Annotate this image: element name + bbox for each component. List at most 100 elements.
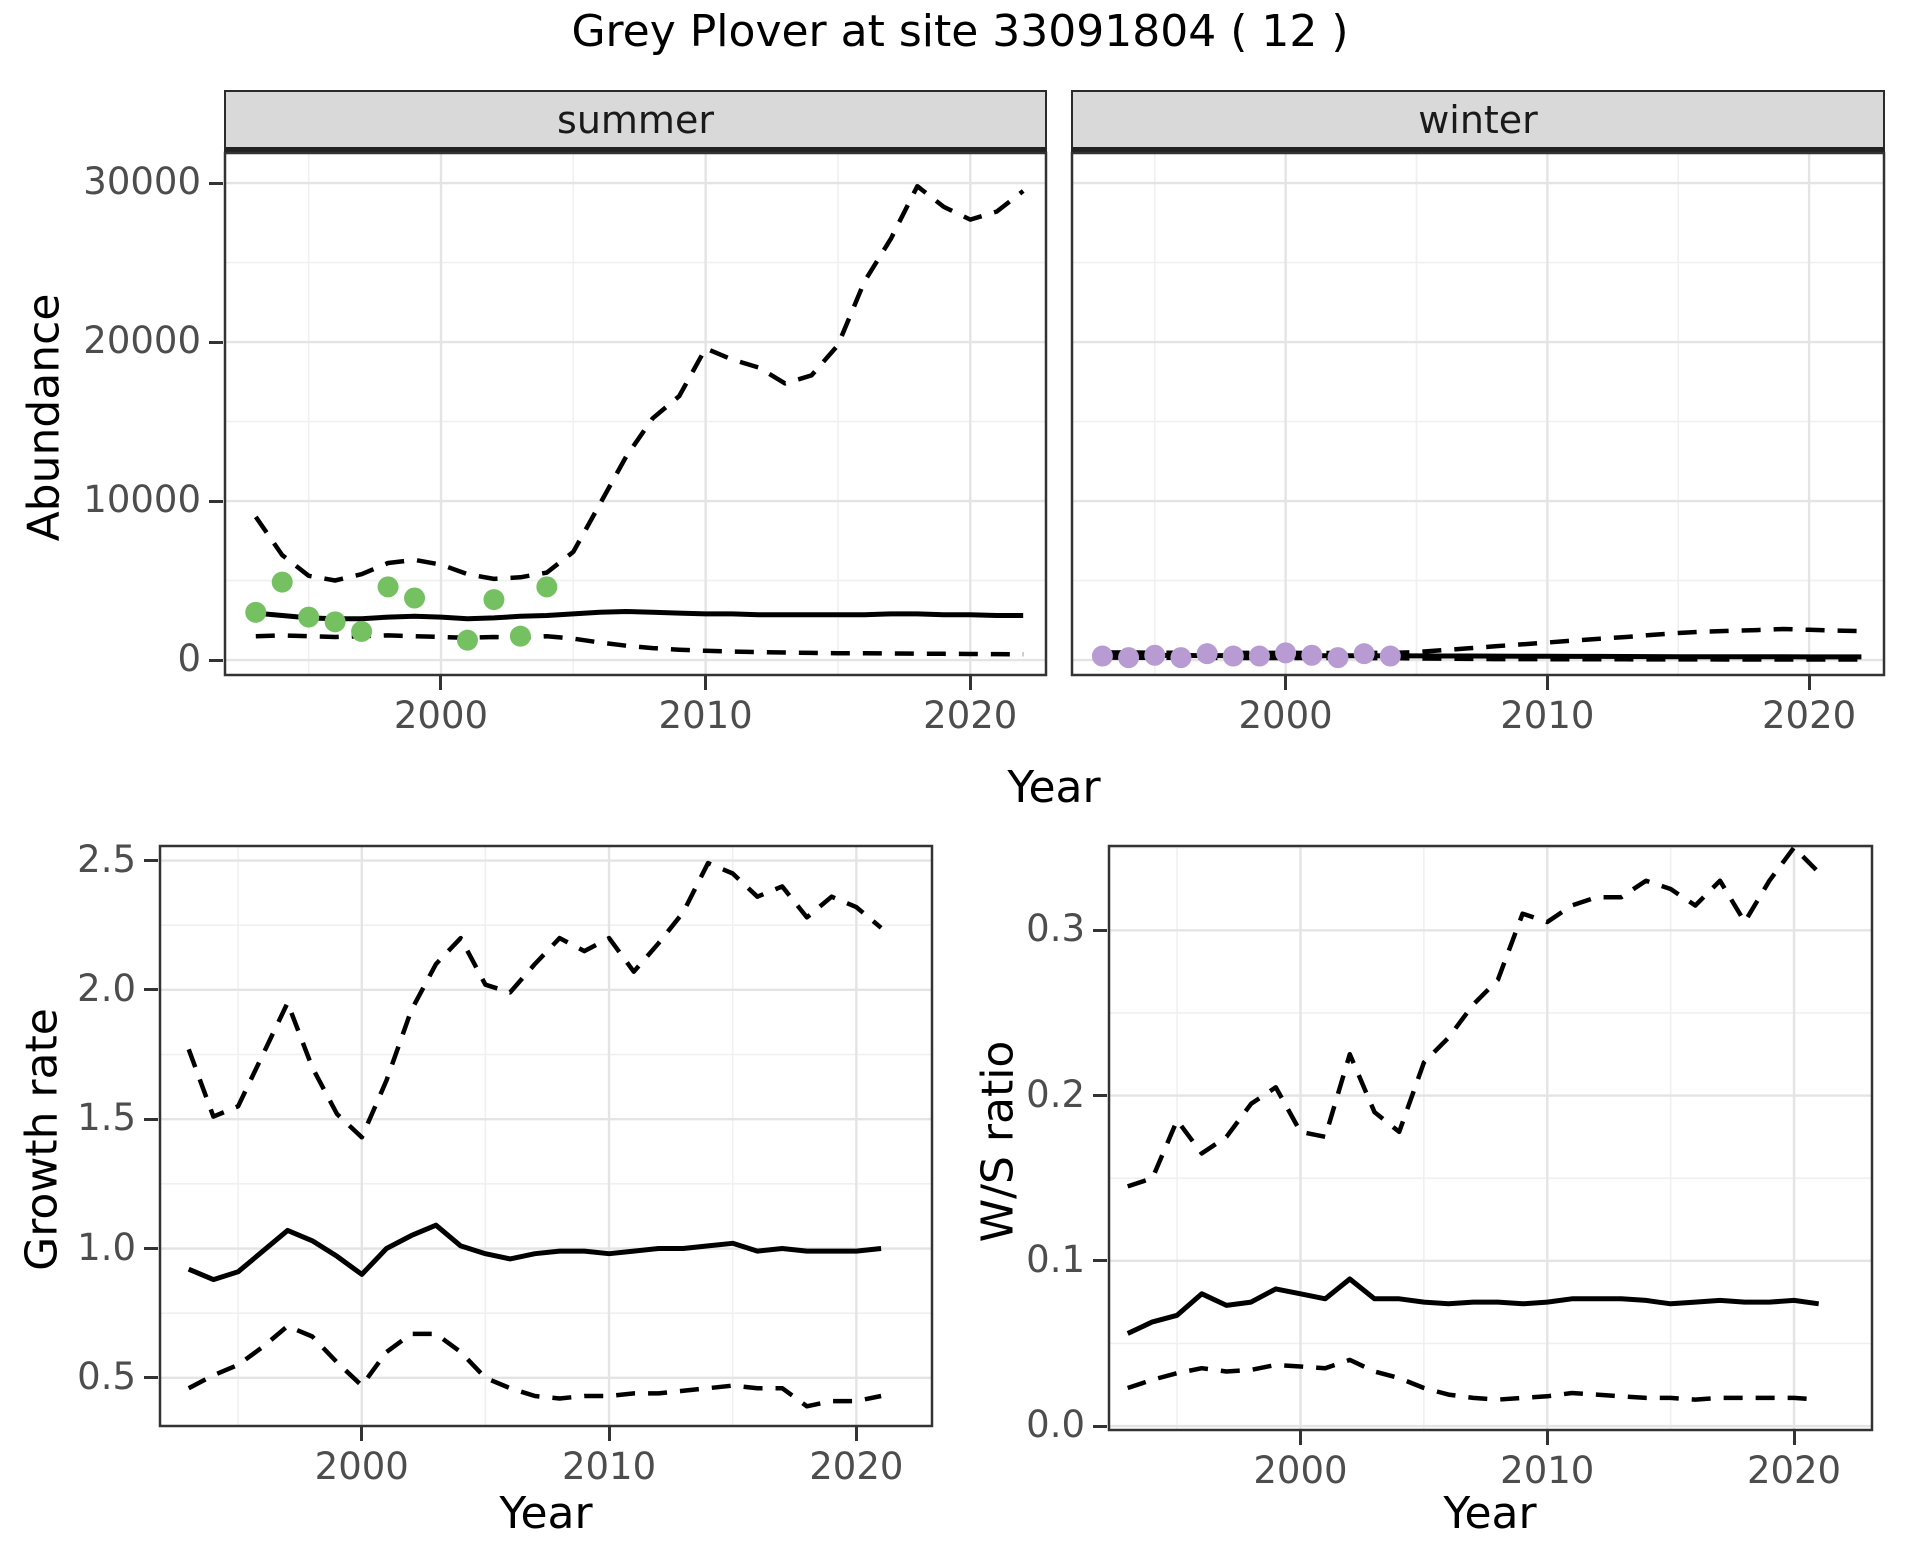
observed-point [1327,647,1349,669]
observed-point [351,620,373,642]
y-tick-label: 0.2 [1026,1072,1085,1116]
y-tick-mark [1093,1094,1107,1098]
x-tick-label: 2020 [923,694,1018,737]
observed-point [1353,643,1375,665]
x-axis-title-year-top: Year [1007,762,1101,813]
x-tick-mark [1792,1431,1796,1445]
x-tick-label: 2000 [393,694,489,737]
upper-95ci-line [253,183,1025,583]
facet-strip-winter: winter [1071,90,1885,152]
observed-point [404,587,426,609]
x-tick-mark [854,1427,858,1441]
observed-point [483,589,505,611]
lower-95ci-line [187,1323,882,1409]
panel-abundance-summer [223,151,1048,677]
facet-label-summer: summer [557,97,714,142]
observed-point [271,571,293,593]
y-tick-label: 0.5 [77,1354,136,1398]
panel-border [158,844,934,1428]
plot-title: Grey Plover at site 33091804 ( 12 ) [571,6,1349,57]
x-tick-label: 2020 [1746,1449,1842,1492]
x-tick-label: 2010 [1500,1449,1595,1492]
x-tick-label: 2020 [1762,694,1857,737]
y-tick-label: 1.5 [77,1096,136,1140]
observed-point [1144,644,1166,666]
x-tick-label: 2000 [1238,694,1333,737]
y-tick-mark [1093,1259,1107,1263]
panel-background [1071,152,1885,676]
observed-point [324,611,346,633]
y-tick-mark [144,1117,158,1121]
panel-background [159,845,933,1427]
x-tick-label: 2010 [1500,694,1595,737]
x-axis-title-year-bottom-right: Year [1443,1488,1537,1539]
y-tick-mark [1093,928,1107,932]
observed-point [1275,642,1297,664]
observed-point [1170,647,1192,669]
y-tick-label: 1.0 [77,1225,136,1269]
median-line [187,1222,882,1283]
facet-strip-summer: summer [224,90,1047,152]
x-tick-mark [1545,1431,1549,1445]
facet-label-winter: winter [1418,97,1538,142]
observed-point [1222,645,1244,667]
y-tick-mark [209,499,223,503]
panel-border [1070,151,1886,677]
x-tick-mark [607,1427,611,1441]
observed-point [245,601,267,623]
observed-point [456,629,478,651]
y-tick-mark [209,658,223,662]
x-tick-mark [1298,1431,1302,1445]
y-tick-mark [144,1247,158,1251]
x-tick-label: 2010 [561,1445,657,1488]
x-tick-label: 2000 [1253,1449,1348,1492]
median-line [255,609,1024,622]
observed-point [1118,647,1140,669]
panel-background [1108,845,1873,1431]
upper-95ci-line [1126,845,1821,1189]
observed-point [1196,643,1218,665]
lower-95ci-line [255,633,1024,657]
y-tick-mark [144,859,158,863]
x-tick-mark [1284,676,1288,690]
y-tick-label: 20000 [83,319,201,363]
x-tick-label: 2020 [809,1445,904,1488]
y-tick-label: 2.5 [77,837,136,881]
y-tick-mark [144,988,158,992]
observed-point [1379,645,1401,667]
x-axis-title-year-bottom-left: Year [499,1488,593,1539]
x-tick-mark [968,676,972,690]
observed-point [298,606,320,628]
y-tick-label: 0.3 [1026,907,1085,951]
x-tick-mark [1807,676,1811,690]
y-tick-label: 0 [177,637,201,681]
y-tick-mark [1093,1424,1107,1428]
x-tick-mark [1545,676,1549,690]
observed-point [1301,644,1323,666]
observed-point [536,576,558,598]
observed-point [1248,645,1270,667]
y-tick-label: 0.0 [1026,1403,1085,1447]
lower-95ci-line [1126,1357,1819,1402]
panel-border [1107,844,1874,1432]
y-tick-label: 2.0 [77,966,136,1010]
panel-growth-rate [158,844,934,1428]
y-tick-label: 0.1 [1026,1237,1085,1281]
panel-abundance-winter [1070,151,1886,677]
x-tick-mark [439,676,443,690]
upper-95ci-line [186,860,883,1140]
observed-point [377,576,399,598]
x-tick-label: 2010 [658,694,753,737]
x-tick-label: 2000 [314,1445,409,1488]
x-tick-mark [704,676,708,690]
y-tick-mark [209,181,223,185]
y-tick-mark [144,1376,158,1380]
panel-border [223,151,1048,677]
y-tick-mark [209,340,223,344]
panel-ws-ratio [1107,844,1874,1432]
observed-point [509,625,531,647]
x-tick-mark [360,1427,364,1441]
median-line [1126,1276,1820,1336]
y-tick-label: 10000 [83,478,201,522]
